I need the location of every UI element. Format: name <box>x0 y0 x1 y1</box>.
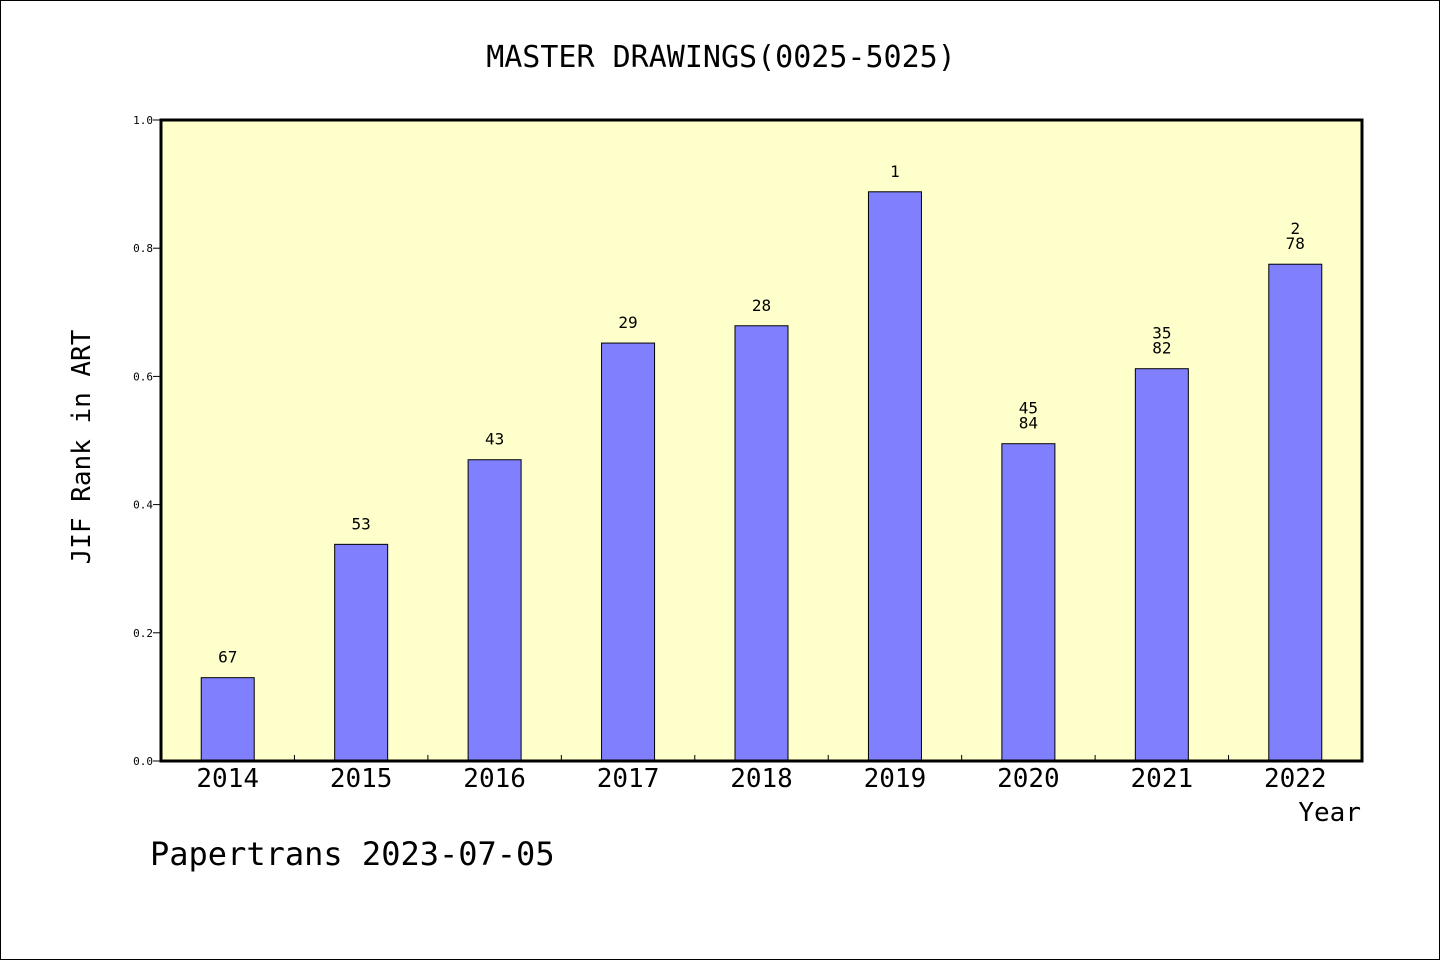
data-label: 67 <box>218 648 237 667</box>
y-tick-label: 0.6 <box>133 370 153 383</box>
bar-2015 <box>334 543 389 762</box>
y-tick-label: 0.4 <box>133 499 153 512</box>
x-tick-label: 2022 <box>1264 764 1327 794</box>
y-tick-label: 0.2 <box>133 627 153 640</box>
x-axis-label: Year <box>1298 798 1361 828</box>
x-tick-label: 2019 <box>864 764 927 794</box>
data-label: 53 <box>352 514 371 533</box>
plot-border <box>159 118 1364 763</box>
bar-2019 <box>867 191 922 762</box>
bars <box>200 191 1323 762</box>
y-tick-label: 0.8 <box>133 242 153 255</box>
bar-2018 <box>734 325 789 762</box>
data-label: 78 <box>1286 234 1305 253</box>
data-label: 84 <box>1019 414 1038 433</box>
x-tick-label: 2016 <box>463 764 526 794</box>
bar-2017 <box>601 342 656 762</box>
bar-2021 <box>1134 368 1189 762</box>
data-label: 1 <box>890 162 900 181</box>
x-tick-label: 2017 <box>597 764 660 794</box>
bar-2014 <box>200 677 255 762</box>
x-tick-label: 2018 <box>730 764 793 794</box>
x-tick-label: 2015 <box>330 764 393 794</box>
data-label: 45 <box>1019 399 1038 418</box>
data-label: 2 <box>1290 219 1300 238</box>
x-axis-ticks: 2014 2015 2016 2017 2018 2019 2020 2021 2022 <box>196 755 1327 794</box>
y-axis-label: JIF Rank in ART <box>67 329 97 564</box>
chart-title: MASTER DRAWINGS(0025-5025) <box>486 40 956 75</box>
data-label: 29 <box>618 313 637 332</box>
footer-text: Papertrans 2023-07-05 <box>150 835 555 873</box>
x-tick-label: 2021 <box>1131 764 1194 794</box>
y-tick-label: 0.0 <box>133 755 153 768</box>
x-tick-label: 2020 <box>997 764 1060 794</box>
data-label: 35 <box>1152 324 1171 343</box>
data-label: 43 <box>485 430 504 449</box>
y-axis-ticks: 0.0 0.2 0.4 0.6 0.8 1.0 <box>133 114 161 768</box>
data-label: 28 <box>752 296 771 315</box>
bar-2022 <box>1268 263 1323 762</box>
bar-2016 <box>467 459 522 762</box>
y-tick-label: 1.0 <box>133 114 153 127</box>
x-tick-label: 2014 <box>196 764 259 794</box>
bar-2020 <box>1001 443 1056 762</box>
data-label: 82 <box>1152 339 1171 358</box>
